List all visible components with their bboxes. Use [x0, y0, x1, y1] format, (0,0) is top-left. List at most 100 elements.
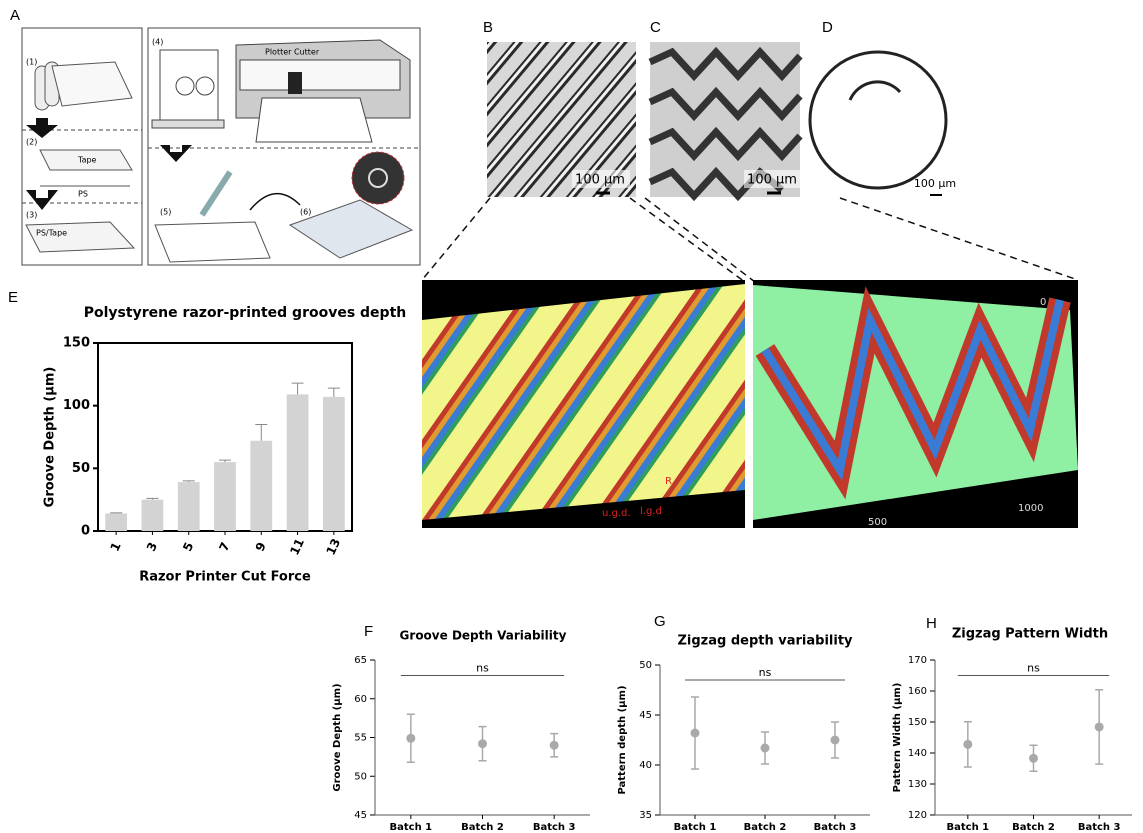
panel-label: B: [483, 19, 493, 36]
laptop: [159, 49, 219, 121]
sheet: [51, 61, 133, 107]
chart-title: Zigzag Pattern Width: [952, 627, 1108, 642]
diagram-box: [21, 27, 143, 266]
x-tick-label: Batch 3: [814, 822, 857, 833]
profile-label: R: [665, 476, 672, 487]
panel-label: H: [926, 615, 937, 632]
y-tick-label: 140: [908, 748, 927, 759]
scale-label: 100 µm: [914, 177, 956, 190]
error-bar: [291, 382, 304, 395]
y-tick-label: 35: [639, 810, 652, 821]
y-tick-label: 150: [63, 336, 90, 351]
panel-label: E: [8, 289, 18, 306]
point: [690, 728, 700, 738]
profile-axis: 0: [1040, 297, 1046, 308]
point: [406, 733, 416, 743]
x-tick-label: Batch 2: [744, 822, 787, 833]
spiral: [848, 80, 902, 101]
y-tick-label: 45: [354, 810, 367, 821]
x-tick-label: Batch 2: [461, 822, 504, 833]
panel-label: D: [822, 19, 833, 36]
x-axis-label: Razor Printer Cut Force: [139, 570, 311, 585]
scale-bg: [744, 170, 800, 188]
zoom: [351, 151, 405, 205]
profile-axis: 1000: [1018, 503, 1043, 514]
arrow: [249, 192, 301, 211]
profile-label: u.g.d.: [602, 508, 631, 519]
point: [963, 739, 973, 749]
layer-label: PS/Tape: [36, 229, 67, 238]
panel-label: C: [650, 19, 661, 36]
profile-surface: [422, 284, 745, 520]
sheet: [39, 149, 133, 171]
step-label: (6): [300, 208, 311, 217]
x-tick-label: 13: [324, 536, 344, 557]
bar: [105, 513, 128, 531]
y-tick-label: 65: [354, 655, 367, 666]
bar: [250, 440, 273, 531]
x-tick-label: 7: [216, 540, 232, 553]
point: [1029, 753, 1038, 763]
error-bar: [219, 459, 231, 463]
sheet: [255, 97, 373, 143]
arrow: [26, 190, 58, 210]
plotter: [239, 59, 401, 91]
x-tick-label: Batch 3: [1078, 822, 1121, 833]
panel-label: G: [654, 613, 666, 630]
bar: [286, 394, 309, 531]
laptop: [151, 119, 225, 129]
point: [478, 739, 487, 749]
y-tick-label: 55: [354, 733, 367, 744]
point: [1094, 722, 1104, 732]
arrow: [26, 118, 58, 138]
spiral: [368, 168, 388, 188]
step-label: (2): [26, 138, 37, 147]
well-plate: [288, 199, 414, 259]
chart-title: Groove Depth Variability: [400, 629, 567, 643]
sheet: [154, 221, 271, 263]
significance-label: ns: [759, 666, 772, 679]
scale-label: 100 µm: [747, 173, 797, 188]
x-tick-label: 11: [287, 536, 307, 557]
tweezer: [199, 170, 233, 217]
y-tick-label: 120: [908, 810, 927, 821]
x-tick-label: Batch 1: [674, 822, 717, 833]
point: [760, 743, 770, 753]
significance-label: ns: [476, 662, 489, 675]
x-tick-label: Batch 1: [947, 822, 990, 833]
error-bar: [255, 423, 268, 441]
y-axis-label: Pattern depth (µm): [617, 685, 628, 794]
panel-label: A: [10, 7, 20, 24]
x-tick-label: Batch 1: [390, 822, 433, 833]
error-bar: [182, 480, 195, 483]
layer-label: Tape: [77, 156, 97, 165]
panel-label: F: [364, 623, 373, 640]
significance-label: ns: [1027, 662, 1040, 675]
bar: [214, 462, 236, 531]
error-bar: [110, 512, 123, 514]
error-bar: [327, 387, 340, 397]
y-tick-label: 50: [72, 461, 90, 476]
y-tick-label: 50: [639, 660, 652, 671]
blade: [288, 72, 302, 94]
sheet: [25, 221, 136, 253]
spiral: [195, 76, 215, 96]
y-axis-label: Groove Depth (µm): [43, 367, 58, 508]
y-tick-label: 170: [908, 655, 927, 666]
spiral: [175, 76, 195, 96]
connector: [421, 197, 1079, 283]
y-tick-label: 130: [908, 779, 927, 790]
scale-bg: [572, 170, 630, 188]
diagram-box: [147, 27, 421, 266]
profile-label: l.g.d: [640, 506, 662, 517]
chart-title: Zigzag depth variability: [677, 634, 853, 649]
y-tick-label: 0: [81, 524, 90, 539]
x-tick-label: Batch 2: [1012, 822, 1055, 833]
point: [830, 735, 840, 745]
step-label: (5): [160, 208, 171, 217]
zigzag: [761, 299, 1064, 481]
y-tick-label: 150: [908, 717, 927, 728]
spiral: [808, 50, 948, 190]
y-tick-label: 100: [63, 398, 90, 413]
